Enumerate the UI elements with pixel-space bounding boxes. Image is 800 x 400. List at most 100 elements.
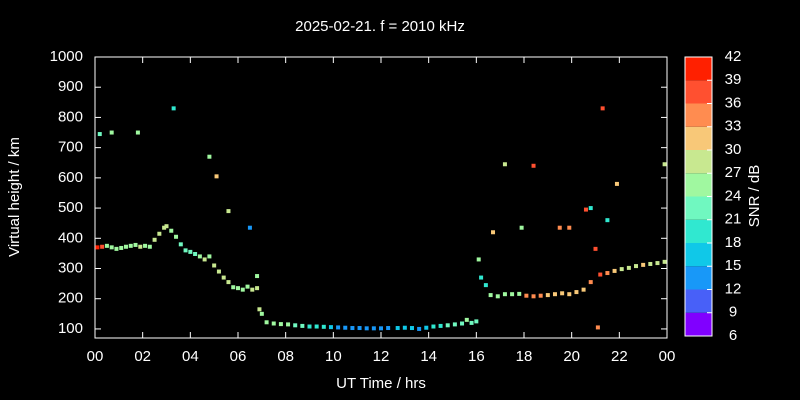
chart-title: 2025-02-21. f = 2010 kHz [295, 18, 465, 35]
x-tick-label: 04 [182, 348, 199, 365]
data-point [128, 243, 133, 248]
data-point [250, 287, 255, 292]
data-point [171, 106, 176, 111]
colorbar-cell [685, 173, 712, 197]
data-point [364, 326, 369, 331]
colorbar-tick-label: 12 [725, 280, 742, 297]
data-point [300, 323, 305, 328]
data-point [409, 326, 414, 331]
data-point [417, 326, 422, 331]
data-point [614, 181, 619, 186]
data-point [402, 325, 407, 330]
data-point [321, 324, 326, 329]
colorbar-tick-label: 42 [725, 48, 742, 65]
colorbar-tick-label: 27 [725, 164, 742, 181]
data-point [259, 311, 264, 316]
data-point [143, 243, 148, 248]
data-point [188, 249, 193, 254]
data-point [202, 257, 207, 262]
x-tick-label: 00 [87, 348, 104, 365]
data-point [278, 322, 283, 327]
colorbar-cell [685, 126, 712, 150]
data-point [286, 322, 291, 327]
y-tick-label: 300 [58, 259, 83, 276]
data-point [133, 242, 138, 247]
colorbar-cell [685, 289, 712, 313]
data-point [216, 269, 221, 274]
data-point [574, 290, 579, 295]
x-tick-label: 18 [516, 348, 533, 365]
data-point [247, 225, 252, 230]
data-point [240, 287, 245, 292]
data-point [567, 292, 572, 297]
data-point [109, 245, 114, 250]
y-tick-label: 400 [58, 229, 83, 246]
colorbar-tick-label: 6 [729, 327, 737, 344]
data-point [464, 317, 469, 322]
colorbar-cell [685, 266, 712, 290]
data-point [178, 242, 183, 247]
data-point [524, 293, 529, 298]
x-tick-label: 16 [468, 348, 485, 365]
data-point [517, 291, 522, 296]
plot-frame [94, 56, 668, 339]
data-point [531, 163, 536, 168]
data-point [395, 326, 400, 331]
data-point [502, 162, 507, 167]
data-point [431, 324, 436, 329]
x-tick-label: 00 [659, 348, 676, 365]
data-point [293, 323, 298, 328]
data-point [214, 174, 219, 179]
x-tick-label: 14 [420, 348, 437, 365]
data-point [343, 325, 348, 330]
x-tick-label: 10 [325, 348, 342, 365]
data-point [605, 271, 610, 276]
data-point [183, 248, 188, 253]
data-point [226, 209, 231, 214]
data-point [95, 245, 100, 250]
colorbar-tick-label: 9 [729, 304, 737, 321]
y-tick-label: 500 [58, 199, 83, 216]
data-point [474, 319, 479, 324]
data-point [567, 225, 572, 230]
colorbar-tick-label: 33 [725, 118, 742, 135]
data-point [152, 237, 157, 242]
colorbar-tick-label: 15 [725, 257, 742, 274]
colorbar-cell [685, 57, 712, 81]
data-point [207, 154, 212, 159]
data-point [169, 228, 174, 233]
data-point [157, 231, 162, 236]
data-point [655, 261, 660, 266]
data-point [581, 287, 586, 292]
data-point [662, 162, 667, 167]
data-point [662, 259, 667, 264]
data-point [424, 325, 429, 330]
data-point [634, 264, 639, 269]
data-point [648, 261, 653, 266]
data-point [174, 234, 179, 239]
data-point [557, 225, 562, 230]
data-point [552, 292, 557, 297]
x-tick-label: 20 [563, 348, 580, 365]
colorbar-cell [685, 243, 712, 267]
data-point [600, 106, 605, 111]
data-point [357, 326, 362, 331]
data-point [307, 324, 312, 329]
data-point [605, 218, 610, 223]
data-point [476, 257, 481, 262]
colorbar-cell [685, 196, 712, 220]
data-point [193, 252, 198, 257]
data-point [336, 325, 341, 330]
data-point [619, 267, 624, 272]
data-point [588, 206, 593, 211]
data-point [197, 254, 202, 259]
data-point [612, 268, 617, 273]
y-tick-label: 700 [58, 139, 83, 156]
data-point [207, 254, 212, 259]
colorbar-tick-label: 30 [725, 141, 742, 158]
data-point [460, 321, 465, 326]
data-point [100, 244, 105, 249]
data-point [502, 292, 507, 297]
data-point [236, 286, 240, 291]
